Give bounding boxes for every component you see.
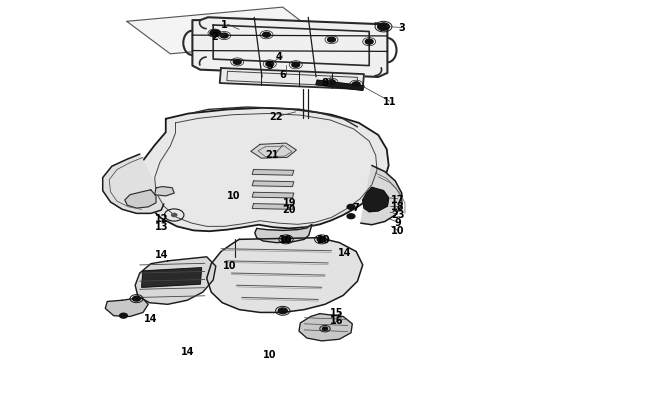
Circle shape (317, 237, 326, 243)
Circle shape (120, 313, 127, 318)
Circle shape (210, 31, 220, 37)
Polygon shape (252, 170, 294, 176)
Circle shape (266, 62, 274, 67)
Polygon shape (125, 190, 156, 209)
Text: 1: 1 (221, 20, 228, 30)
Polygon shape (361, 166, 402, 225)
Circle shape (233, 60, 241, 65)
Polygon shape (363, 188, 389, 212)
Polygon shape (155, 187, 174, 196)
Text: 10: 10 (391, 226, 404, 236)
Polygon shape (252, 193, 294, 198)
Circle shape (211, 32, 218, 36)
Polygon shape (142, 268, 202, 288)
Text: 10: 10 (317, 235, 330, 245)
Circle shape (347, 214, 355, 219)
Polygon shape (127, 8, 325, 55)
Text: 20: 20 (283, 205, 296, 215)
Text: 12: 12 (155, 214, 168, 224)
Text: 13: 13 (155, 222, 168, 232)
Circle shape (328, 81, 335, 85)
Circle shape (328, 38, 335, 43)
Polygon shape (192, 18, 387, 78)
Circle shape (352, 83, 360, 87)
Polygon shape (299, 314, 352, 341)
Text: 8: 8 (322, 78, 328, 88)
Text: 19: 19 (283, 198, 296, 207)
Circle shape (220, 34, 228, 39)
Text: 17: 17 (391, 194, 404, 204)
Polygon shape (135, 257, 216, 305)
Text: 10: 10 (223, 260, 236, 270)
Circle shape (263, 33, 270, 38)
Text: 16: 16 (330, 315, 343, 325)
Polygon shape (252, 204, 294, 210)
Text: 5: 5 (266, 61, 273, 70)
Text: 10: 10 (280, 235, 292, 245)
Text: 14: 14 (155, 249, 168, 259)
Text: 10: 10 (227, 190, 240, 200)
Text: 18: 18 (391, 202, 404, 211)
Polygon shape (105, 298, 148, 317)
Text: 14: 14 (338, 247, 351, 257)
Circle shape (378, 24, 389, 31)
Polygon shape (138, 109, 389, 232)
Text: 2: 2 (211, 32, 218, 42)
Text: 11: 11 (384, 97, 396, 107)
Polygon shape (251, 144, 296, 159)
Circle shape (365, 40, 373, 45)
Polygon shape (207, 238, 363, 313)
Text: 9: 9 (395, 218, 401, 228)
Circle shape (278, 308, 287, 314)
Text: 3: 3 (398, 23, 405, 33)
Text: 22: 22 (270, 112, 283, 122)
Circle shape (281, 237, 291, 243)
Polygon shape (252, 181, 294, 187)
Circle shape (292, 63, 300, 68)
Polygon shape (103, 155, 164, 214)
Text: 6: 6 (280, 70, 286, 79)
Circle shape (322, 327, 328, 330)
Text: 10: 10 (263, 350, 276, 359)
Polygon shape (220, 69, 364, 90)
Polygon shape (255, 225, 312, 243)
Text: 14: 14 (144, 313, 157, 323)
Text: 14: 14 (181, 347, 194, 356)
Circle shape (133, 296, 140, 301)
Circle shape (347, 205, 355, 210)
Circle shape (172, 214, 177, 217)
Text: 7: 7 (353, 202, 359, 212)
Text: 4: 4 (276, 52, 283, 62)
Polygon shape (316, 81, 364, 91)
Text: 21: 21 (265, 150, 278, 160)
Text: 23: 23 (391, 210, 404, 220)
Text: 15: 15 (330, 308, 343, 318)
